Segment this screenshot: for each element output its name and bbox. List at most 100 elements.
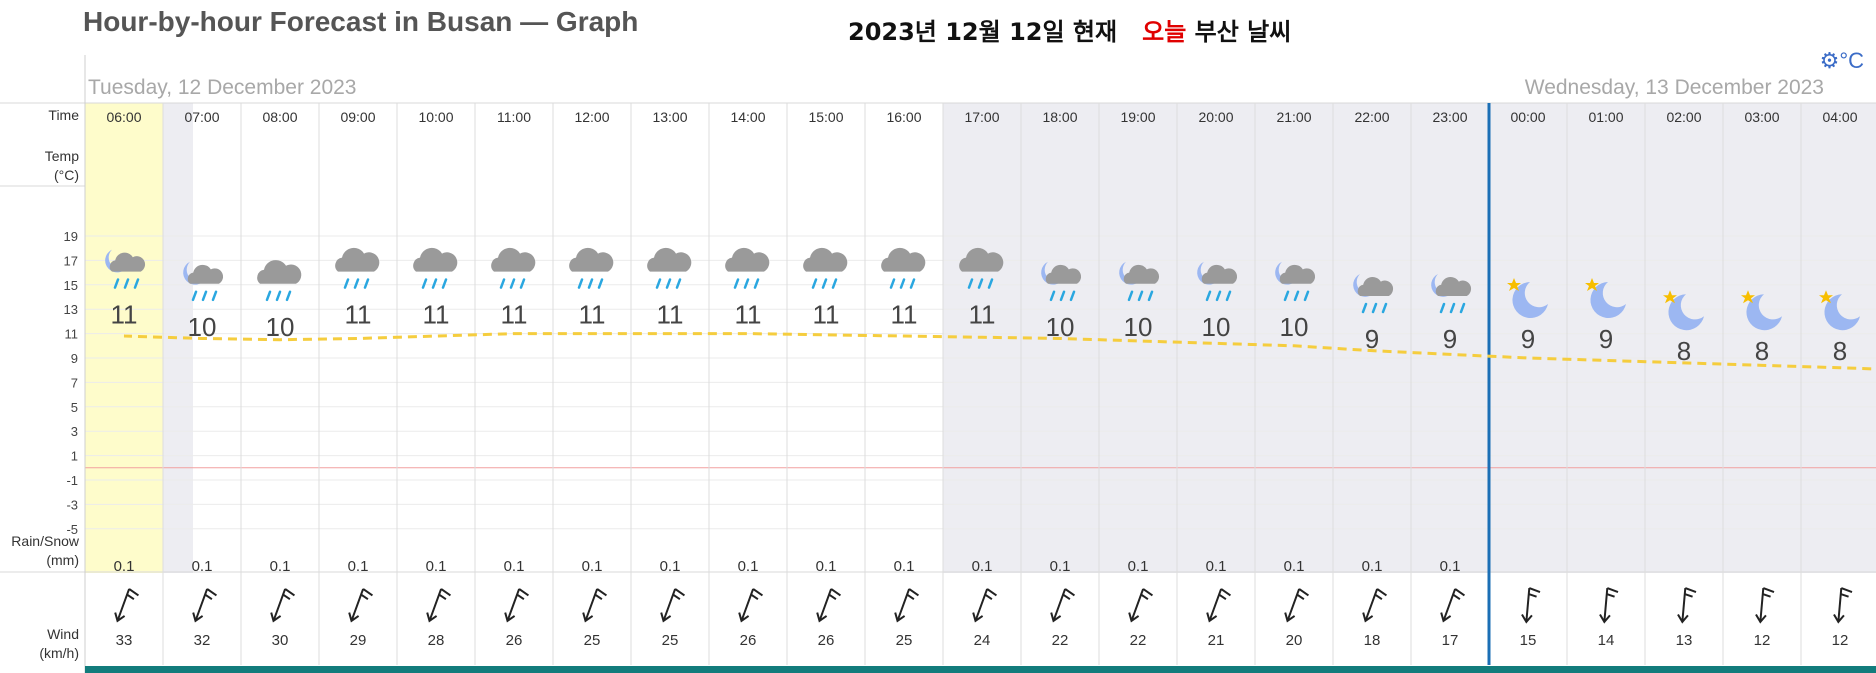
y-axis-tick: 13 (64, 302, 78, 317)
temp-value: 11 (891, 300, 918, 330)
wind-arrow-icon (348, 588, 374, 623)
hour-label: 17:00 (964, 109, 999, 125)
rain-value: 0.1 (426, 558, 447, 575)
hour-label: 23:00 (1432, 109, 1467, 125)
rain-value: 0.1 (1050, 558, 1071, 575)
night-rain-icon (183, 261, 224, 302)
temp-value: 11 (423, 300, 450, 330)
y-axis-tick: 9 (71, 351, 78, 366)
y-axis-tick: 7 (71, 375, 78, 390)
hour-label: 11:00 (497, 109, 531, 125)
wind-value: 32 (194, 632, 211, 649)
temp-value: 11 (657, 300, 684, 330)
clear-night-icon (1585, 278, 1626, 318)
rain-value: 0.1 (504, 558, 525, 575)
rain-row-label: Rain/Snow (mm) (11, 533, 79, 568)
temp-value: 10 (1202, 312, 1231, 342)
temp-value: 11 (735, 300, 762, 330)
wind-arrow-icon (1833, 587, 1853, 624)
bottom-bar (85, 666, 1876, 673)
hour-label: 03:00 (1744, 109, 1779, 125)
y-axis-tick: 3 (71, 424, 78, 439)
hour-label: 12:00 (574, 109, 609, 125)
rain-value: 0.1 (1284, 558, 1305, 575)
night-rain-icon (1353, 274, 1394, 314)
temp-value: 9 (1521, 324, 1535, 354)
rain-icon (725, 247, 770, 289)
rain-value: 0.1 (1128, 558, 1149, 575)
rain-value: 0.1 (192, 558, 213, 575)
hour-label: 13:00 (652, 109, 687, 125)
rain-value: 0.1 (816, 558, 837, 575)
hour-label: 15:00 (808, 109, 843, 125)
y-axis-tick: -3 (66, 497, 78, 512)
rain-value: 0.1 (1206, 558, 1227, 575)
wind-arrow-icon (1521, 587, 1541, 624)
korean-city-weather: 부산 날씨 (1194, 18, 1292, 46)
temp-value: 9 (1443, 324, 1457, 354)
wind-arrow-icon (426, 588, 452, 623)
temp-value: 8 (1833, 336, 1847, 366)
night-rain-icon (1041, 261, 1082, 302)
time-row-label: Time (48, 107, 79, 123)
rain-value: 0.1 (972, 558, 993, 575)
wind-value: 13 (1676, 632, 1693, 649)
wind-value: 22 (1052, 632, 1069, 649)
night-rain-icon (105, 249, 146, 289)
wind-value: 33 (116, 632, 133, 649)
temp-value: 8 (1755, 336, 1769, 366)
wind-arrow-icon (1677, 587, 1697, 624)
hour-label: 07:00 (184, 109, 219, 125)
korean-today-link[interactable]: 오늘 (1142, 18, 1187, 46)
hour-label: 02:00 (1666, 109, 1701, 125)
rain-icon (959, 247, 1004, 289)
wind-value: 26 (818, 632, 835, 649)
rain-icon (803, 247, 848, 289)
hour-label: 00:00 (1510, 109, 1545, 125)
night-rain-icon (1197, 261, 1238, 302)
rain-value: 0.1 (348, 558, 369, 575)
korean-date-heading: 2023년 12월 12일 현재 오늘 부산 날씨 (848, 12, 1291, 47)
temp-row-label: Temp (°C) (44, 148, 79, 183)
wind-arrow-icon (1362, 588, 1388, 623)
temp-value: 10 (1046, 312, 1075, 342)
wind-arrow-icon (972, 588, 998, 623)
wind-arrow-icon (582, 588, 608, 623)
hour-label: 22:00 (1354, 109, 1389, 125)
wind-arrow-icon (504, 588, 530, 623)
clear-night-icon (1741, 290, 1782, 331)
temp-value: 9 (1365, 324, 1379, 354)
day-label-today: Tuesday, 12 December 2023 (88, 76, 357, 99)
hour-label: 06:00 (106, 109, 141, 125)
wind-arrow-icon (894, 588, 920, 623)
wind-value: 12 (1754, 632, 1771, 649)
wind-value: 14 (1598, 632, 1615, 649)
wind-value: 12 (1832, 632, 1849, 649)
y-axis-tick: 11 (65, 327, 79, 342)
wind-arrow-icon (1128, 588, 1154, 623)
hour-label: 01:00 (1588, 109, 1623, 125)
temp-value: 11 (345, 300, 372, 330)
rain-value: 0.1 (270, 558, 291, 575)
wind-arrow-icon (1284, 588, 1310, 623)
wind-value: 26 (740, 632, 757, 649)
wind-value: 18 (1364, 632, 1381, 649)
current-hour-highlight (85, 103, 163, 573)
rain-icon (335, 247, 380, 289)
clear-night-icon (1819, 290, 1860, 331)
wind-arrow-icon (114, 588, 140, 623)
hour-label: 04:00 (1822, 109, 1857, 125)
unit-label: °C (1839, 48, 1864, 73)
wind-value: 22 (1130, 632, 1147, 649)
temp-value: 10 (188, 312, 217, 342)
hour-label: 16:00 (886, 109, 921, 125)
rain-value: 0.1 (1362, 558, 1383, 575)
wind-value: 25 (584, 632, 601, 649)
hour-label: 10:00 (418, 109, 453, 125)
temp-value: 10 (1124, 312, 1153, 342)
unit-settings-button[interactable]: ⚙°C (1820, 48, 1864, 74)
night-rain-icon (1275, 261, 1316, 302)
wind-value: 29 (350, 632, 367, 649)
night-rain-icon (1431, 274, 1472, 314)
